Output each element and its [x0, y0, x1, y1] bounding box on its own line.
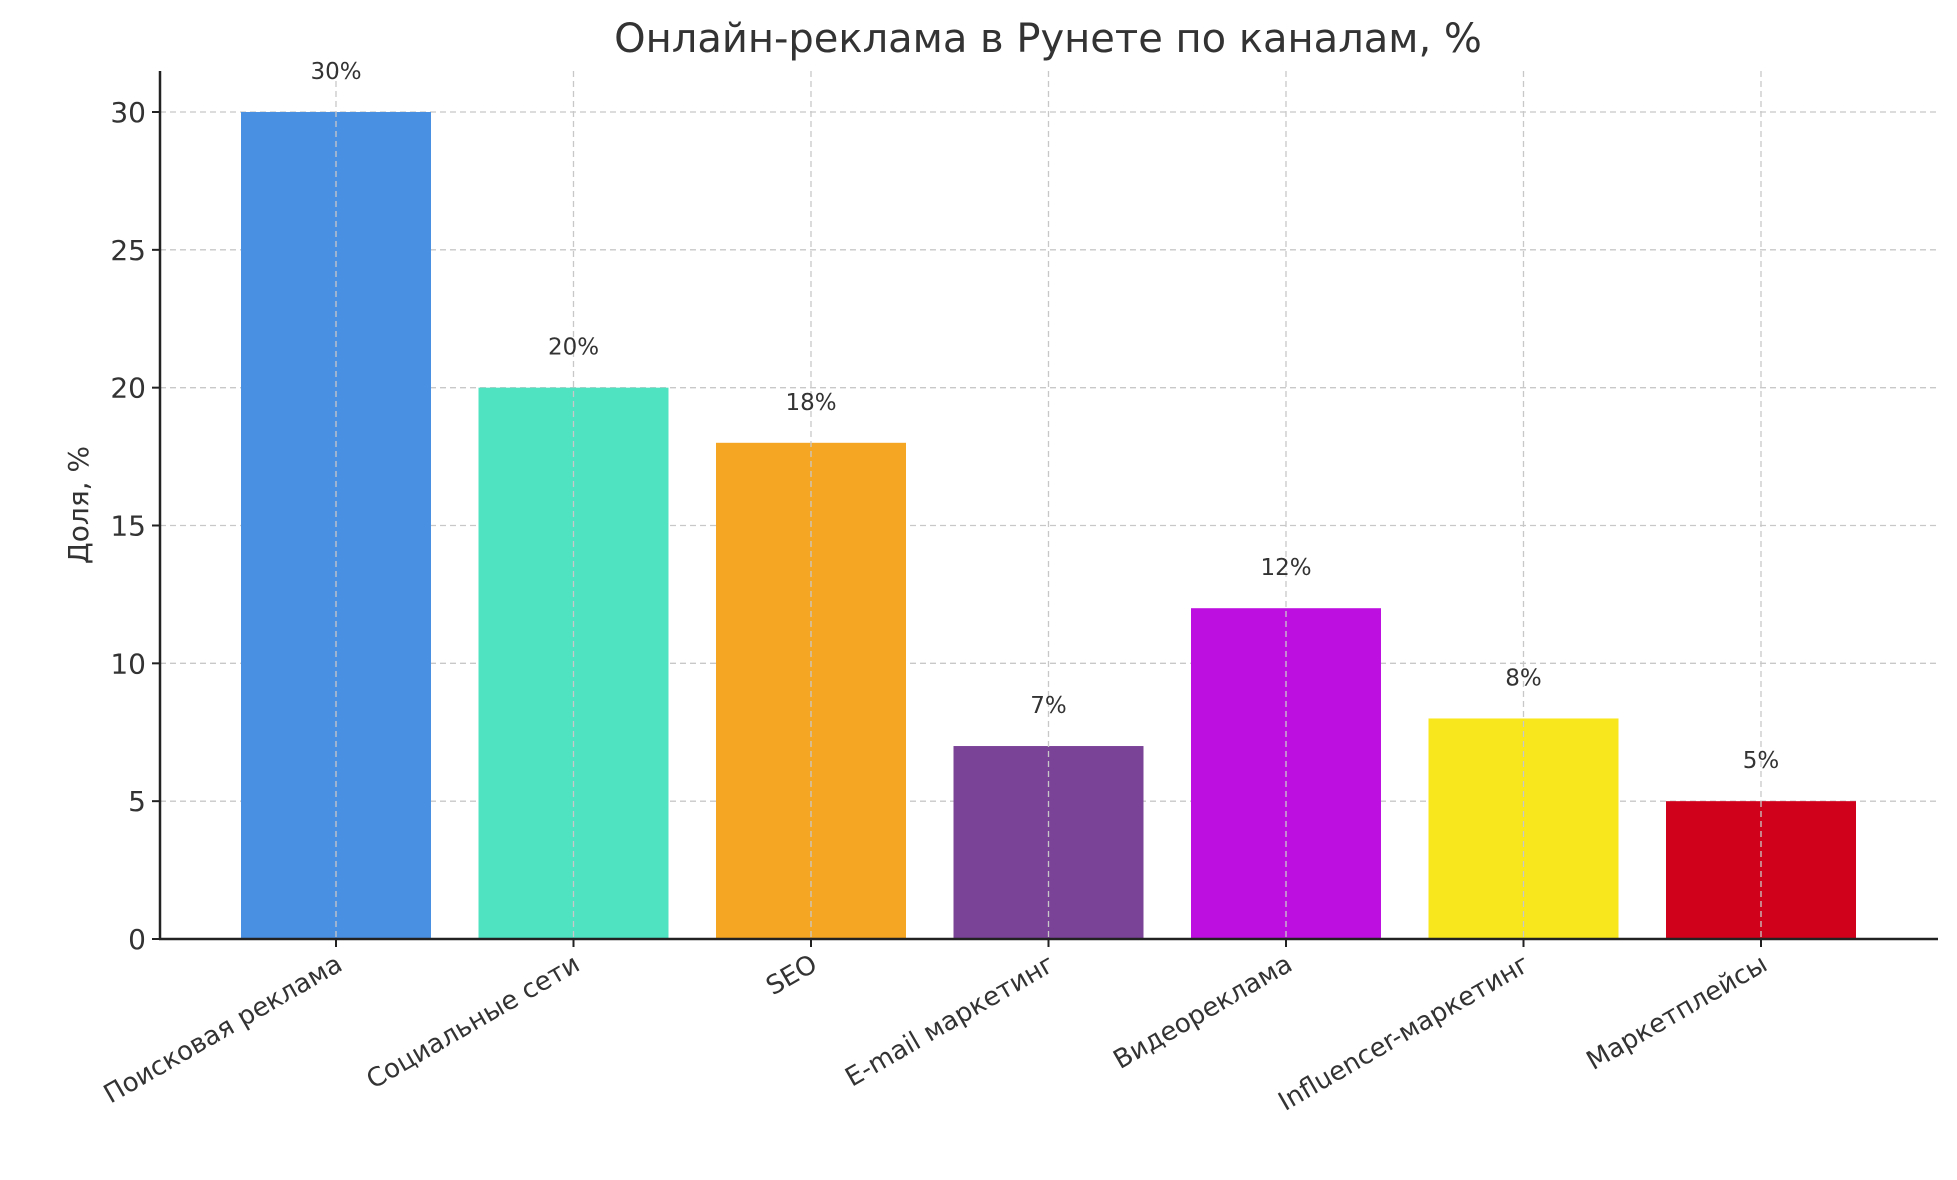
x-tick-label: E-mail маркетинг	[840, 949, 1060, 1093]
data-label: 5%	[1743, 748, 1780, 774]
x-tick-label: Видеореклама	[1108, 949, 1297, 1075]
x-tick-label: Поисковая реклама	[99, 949, 348, 1110]
y-tick-label: 5	[128, 785, 146, 818]
data-labels: 30% 20% 18% 7% 12% 8% 5%	[310, 59, 1779, 774]
data-label: 20%	[548, 335, 599, 361]
y-tick-label: 25	[110, 234, 146, 267]
y-tick-label: 30	[110, 96, 146, 129]
x-tick-label: Социальные сети	[362, 949, 585, 1095]
data-label: 18%	[785, 390, 836, 416]
data-label: 7%	[1030, 693, 1067, 719]
data-label: 30%	[310, 59, 361, 85]
y-tick-label: 20	[110, 372, 146, 405]
chart-title: Онлайн-реклама в Рунете по каналам, %	[614, 16, 1482, 62]
grid	[160, 111, 1938, 802]
y-tick-label: 10	[110, 647, 146, 680]
y-tick-label: 0	[128, 923, 146, 956]
data-label: 12%	[1260, 555, 1311, 581]
y-ticks: 0 5 10 15 20 25 30	[110, 96, 160, 956]
x-tick-label: SEO	[761, 949, 822, 1002]
y-axis-label: Доля, %	[62, 446, 95, 564]
y-tick-label: 15	[110, 510, 146, 543]
x-tick-label: Маркетплейсы	[1582, 949, 1773, 1077]
x-ticks: Поисковая реклама Социальные сети SEO E-mai…	[99, 939, 1773, 1117]
data-label: 8%	[1505, 665, 1542, 691]
vertical-grid	[335, 71, 1762, 939]
x-tick-label: Influencer-маркетинг	[1273, 949, 1535, 1117]
